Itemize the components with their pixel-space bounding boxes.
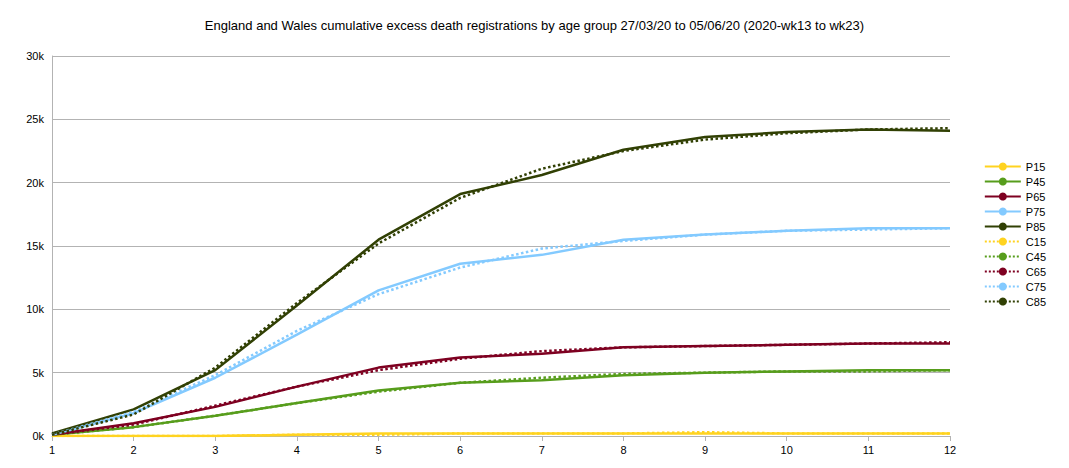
svg-text:0k: 0k xyxy=(32,430,44,442)
svg-text:25k: 25k xyxy=(26,113,44,125)
svg-text:7: 7 xyxy=(539,444,545,456)
svg-text:4: 4 xyxy=(294,444,300,456)
svg-text:C45: C45 xyxy=(1026,251,1046,263)
svg-text:8: 8 xyxy=(620,444,626,456)
svg-text:P15: P15 xyxy=(1026,161,1046,173)
svg-text:P85: P85 xyxy=(1026,221,1046,233)
svg-text:P75: P75 xyxy=(1026,206,1046,218)
svg-text:C75: C75 xyxy=(1026,281,1046,293)
svg-text:30k: 30k xyxy=(26,50,44,62)
svg-text:15k: 15k xyxy=(26,240,44,252)
svg-text:1: 1 xyxy=(49,444,55,456)
svg-text:12: 12 xyxy=(944,444,956,456)
svg-text:England and Wales cumulative e: England and Wales cumulative excess deat… xyxy=(205,18,864,33)
svg-text:20k: 20k xyxy=(26,177,44,189)
svg-text:5: 5 xyxy=(375,444,381,456)
svg-text:6: 6 xyxy=(457,444,463,456)
svg-text:P45: P45 xyxy=(1026,176,1046,188)
svg-text:3: 3 xyxy=(212,444,218,456)
svg-text:10k: 10k xyxy=(26,303,44,315)
svg-text:11: 11 xyxy=(863,444,874,456)
svg-text:C15: C15 xyxy=(1026,236,1046,248)
svg-text:P65: P65 xyxy=(1026,191,1046,203)
svg-text:C85: C85 xyxy=(1026,296,1046,308)
svg-text:10: 10 xyxy=(781,444,793,456)
svg-text:9: 9 xyxy=(702,444,708,456)
svg-text:2: 2 xyxy=(131,444,137,456)
svg-text:C65: C65 xyxy=(1026,266,1046,278)
svg-text:5k: 5k xyxy=(32,367,44,379)
